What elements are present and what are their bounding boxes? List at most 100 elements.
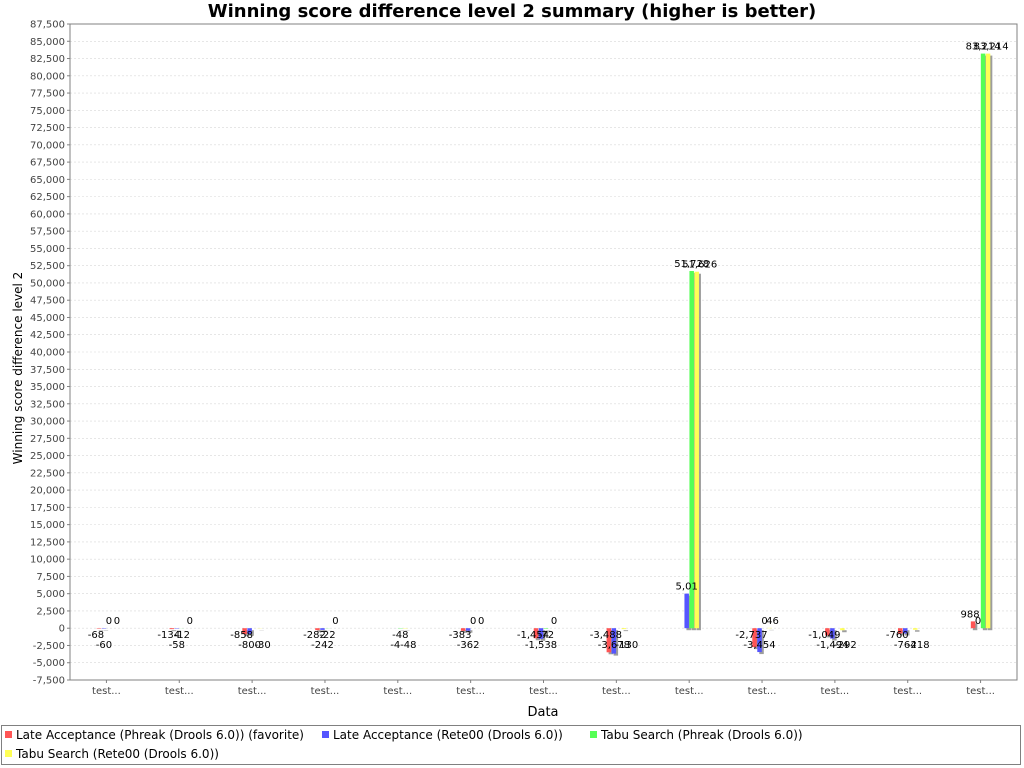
x-tick-label: test... [92,686,121,697]
x-tick-label: test... [966,686,995,697]
bar [621,628,627,630]
x-tick-label: test... [675,686,704,697]
y-tick-label: 60,000 [30,209,65,220]
x-tick-label: test... [821,686,850,697]
data-label: -30 [254,640,270,651]
data-label: 0 [470,616,476,627]
bar [242,628,247,635]
bar-shadow [842,630,847,633]
x-tick-label: test... [238,686,267,697]
y-tick-label: 27,500 [30,434,65,445]
gridlines [70,23,1017,681]
legend-item: Tabu Search (Phreak (Drools 6.0)) [590,726,803,744]
data-label: -858 [230,630,253,641]
data-label: -12 [174,630,190,641]
data-label: -1,538 [525,640,557,651]
bar [970,621,976,629]
y-tick-label: 42,500 [30,330,65,341]
data-label: -4 [390,640,400,651]
y-tick-label: 12,500 [30,537,65,548]
data-label: 0 [114,616,120,627]
data-label: 0 [106,616,112,627]
y-tick-label: 45,000 [30,313,65,324]
data-label: 0 [551,616,557,627]
data-label: -218 [907,640,930,651]
y-tick-label: 87,500 [30,20,65,31]
x-axis: test... test... test... test... test... test.… [92,680,995,697]
y-tick-label: 75,000 [30,106,65,117]
bar [825,628,830,636]
y-tick-label: 17,500 [30,503,65,514]
bar [689,271,694,629]
y-axis-title: Winning score difference level 2 [11,272,25,465]
x-tick-label: test... [893,686,922,697]
data-label: -58 [169,640,185,651]
y-tick-label: 52,500 [30,261,65,272]
bar [912,628,918,630]
x-tick-label: test... [602,686,631,697]
y-tick-label: 2,500 [36,606,65,617]
legend-item: Tabu Search (Rete00 (Drools 6.0)) [5,745,219,763]
x-tick-label: test... [165,686,194,697]
bar [315,628,320,631]
y-tick-label: 32,500 [30,399,65,410]
data-label: 5,01 [676,582,698,593]
data-label: -22 [319,630,335,641]
bar-shadow [462,630,468,633]
x-tick-label: test... [311,686,340,697]
data-label: -60 [96,640,112,651]
x-tick-label: test... [383,686,412,697]
y-tick-label: 5,000 [36,589,65,600]
legend: Late Acceptance (Phreak (Drools 6.0)) (f… [1,725,1021,765]
data-label: 0 [332,616,338,627]
bar [606,628,612,653]
legend-swatch [322,731,329,738]
chart-title: Winning score difference level 2 summary… [207,1,817,22]
data-label: -48 [400,640,416,651]
y-axis: -7,500 -5,000 -2,500 0 2,500 5,000 7,500 10,000… [30,20,71,687]
legend-label: Tabu Search (Phreak (Drools 6.0)) [601,728,803,742]
legend-item: Late Acceptance (Phreak (Drools 6.0)) (f… [5,726,304,744]
data-label: 0 [187,616,193,627]
legend-swatch [5,750,12,757]
y-tick-label: 20,000 [30,486,65,497]
y-tick-label: 22,500 [30,468,65,479]
bar [897,628,903,634]
x-tick-label: test... [529,686,558,697]
y-tick-label: 67,500 [30,158,65,169]
bar [684,593,689,629]
x-tick-label: test... [456,686,485,697]
bar-shadow [317,630,322,633]
bar [830,628,835,639]
y-tick-label: 7,500 [36,572,65,583]
bar [980,53,986,629]
x-tick-label: test... [748,686,777,697]
data-label: -68 [88,630,104,641]
legend-label: Late Acceptance (Rete00 (Drools 6.0)) [333,728,563,742]
bar [840,628,845,631]
y-tick-label: 62,500 [30,192,65,203]
bar-chart: -68-600 0-134-58-120-858-800-30-282-242-2… [11,20,1018,720]
legend-label: Tabu Search (Rete00 (Drools 6.0)) [16,747,219,761]
y-tick-label: 77,500 [30,89,65,100]
data-label: 0 [761,616,767,627]
data-label: -130 [615,640,638,651]
y-tick-label: 82,500 [30,54,65,65]
data-label: 0 [975,616,981,627]
y-tick-label: 15,000 [30,520,65,531]
legend-swatch [590,731,597,738]
data-label: 0 [478,616,484,627]
y-tick-label: 85,000 [30,37,65,48]
y-tick-label: 65,000 [30,175,65,186]
bar [465,628,471,631]
bar [460,628,466,631]
y-tick-label: 70,000 [30,140,65,151]
data-label: -383 [449,630,472,641]
y-tick-label: 30,000 [30,417,65,428]
data-label: -2,737 [735,630,767,641]
y-tick-label: 72,500 [30,123,65,134]
bar [169,628,175,630]
data-label: -48 [392,630,408,641]
y-tick-label: 35,000 [30,382,65,393]
bars [96,53,993,656]
